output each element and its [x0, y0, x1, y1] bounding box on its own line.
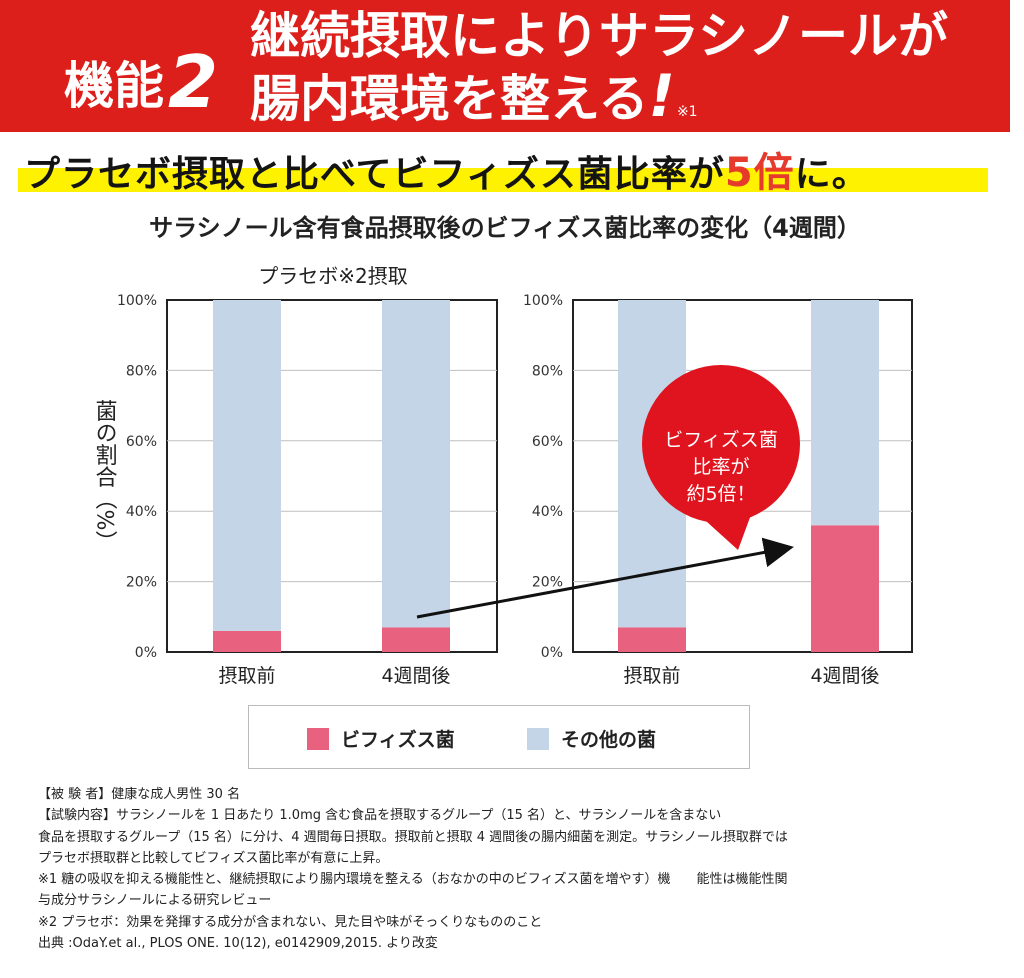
- y-tick-label: 60%: [126, 434, 157, 450]
- banner-title-line1: 継続摂取によりサラシノールが: [250, 7, 948, 65]
- banner-title: 継続摂取によりサラシノールが 腸内環境を整える! ※1: [250, 6, 1000, 142]
- legend-label-other: その他の菌: [561, 729, 657, 751]
- bar-segment: [382, 627, 450, 652]
- y-tick-label: 60%: [532, 434, 563, 450]
- footnote-line: 与成分サラシノールによる研究レビュー: [38, 893, 272, 909]
- y-tick-label: 40%: [532, 504, 563, 520]
- banner-exclaim: !: [648, 62, 675, 130]
- callout-tail: [696, 512, 752, 550]
- callout-circle: [642, 365, 800, 523]
- x-tick-label: 4週間後: [810, 665, 879, 687]
- feature-label: 機能2: [64, 40, 224, 124]
- chart-subtitle: サラシノール含有食品摂取後のビフィズス菌比率の変化（4週間）: [149, 214, 861, 242]
- legend-label-bifido: ビフィズス菌: [341, 729, 455, 751]
- chart-legend: ビフィズス菌 その他の菌: [248, 705, 750, 769]
- bar-segment: [213, 630, 281, 652]
- banner-title-line2: 腸内環境を整える! ※1: [250, 66, 1000, 142]
- comparison-arrow: [416, 537, 794, 619]
- y-tick-label: 100%: [117, 293, 157, 309]
- y-tick-label: 80%: [126, 363, 157, 379]
- x-tick-label: 4週間後: [381, 665, 450, 687]
- footnote-line: 出典 :OdaY.et al., PLOS ONE. 10(12), e0142…: [38, 936, 438, 952]
- plot-frame: [166, 299, 498, 653]
- legend-item-bifido: ビフィズス菌: [307, 725, 455, 752]
- footnotes: 【被 験 者】健康な成人男性 30 名 【試験内容】サラシノールを 1 日あたり…: [38, 784, 998, 954]
- y-tick-label: 0%: [135, 645, 157, 661]
- footnote-line: ※1 糖の吸収を抑える機能性と、継続摂取により腸内環境を整える（おなかの中のビフ…: [38, 872, 788, 888]
- headline-after: に。: [794, 154, 869, 195]
- headline-highlight: [18, 168, 988, 192]
- bar-segment: [618, 627, 686, 652]
- feature-label-text: 機能: [64, 57, 164, 115]
- footnote-line: 【被 験 者】健康な成人男性 30 名: [38, 787, 241, 802]
- legend-item-other: その他の菌: [527, 725, 656, 752]
- banner-note: ※1: [676, 104, 698, 120]
- legend-swatch-bifido: [307, 728, 329, 750]
- callout-line2: 比率が: [692, 456, 749, 478]
- callout-bubble: ビフィズス菌 比率が 約5倍！: [642, 365, 800, 550]
- plot-frame: [572, 299, 913, 653]
- bar-segment: [213, 300, 281, 631]
- x-tick-label: 摂取前: [623, 665, 680, 687]
- feature-number: 2: [168, 40, 219, 124]
- y-tick-label: 80%: [532, 363, 563, 379]
- legend-swatch-other: [527, 728, 549, 750]
- y-axis-label: 菌の割合（%）: [92, 400, 118, 553]
- x-tick-label: 摂取前: [218, 665, 275, 687]
- callout-line3: 約5倍！: [686, 483, 755, 505]
- footnote-line: 【試験内容】サラシノールを 1 日あたり 1.0mg 含む食品を摂取するグループ…: [38, 808, 722, 824]
- banner-title-line2-text: 腸内環境を整える: [250, 70, 649, 128]
- footnote-line: 食品を摂取するグループ（15 名）に分け、4 週間毎日摂取。摂取前と摂取 4 週…: [38, 829, 788, 845]
- y-tick-label: 0%: [541, 645, 563, 661]
- bar-segment: [382, 300, 450, 628]
- callout-line1: ビフィズス菌: [664, 429, 778, 451]
- headline-before: プラセボ摂取と比べてビフィズス菌比率が: [24, 154, 725, 195]
- y-tick-label: 100%: [523, 293, 563, 309]
- bar-chart: 0% 20% 40% 60% 80% 100% 摂取前 4週間後 プラセボ※2摂取菌の割合（%）…: [92, 264, 913, 687]
- bar-segment: [811, 525, 879, 652]
- panel-title: プラセボ※2摂取: [258, 264, 407, 288]
- bar-segment: [811, 300, 879, 526]
- footnote-line: プラセボ摂取群と比較してビフィズス菌比率が有意に上昇。: [38, 850, 389, 866]
- headline-accent: 5倍: [724, 150, 795, 196]
- y-tick-label: 20%: [532, 575, 563, 591]
- y-tick-label: 20%: [126, 575, 157, 591]
- header-banner: 機能2 継続摂取によりサラシノールが 腸内環境を整える! ※1: [0, 0, 1010, 132]
- headline: プラセボ摂取と比べてビフィズス菌比率が5倍に。: [24, 140, 1004, 198]
- y-tick-label: 40%: [126, 504, 157, 520]
- footnote-line: ※2 プラセボ：効果を発揮する成分が含まれない、見た目や味がそっくりなもののこと: [38, 914, 543, 930]
